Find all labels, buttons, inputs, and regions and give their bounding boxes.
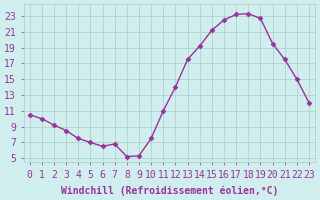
X-axis label: Windchill (Refroidissement éolien,°C): Windchill (Refroidissement éolien,°C)	[61, 185, 278, 196]
